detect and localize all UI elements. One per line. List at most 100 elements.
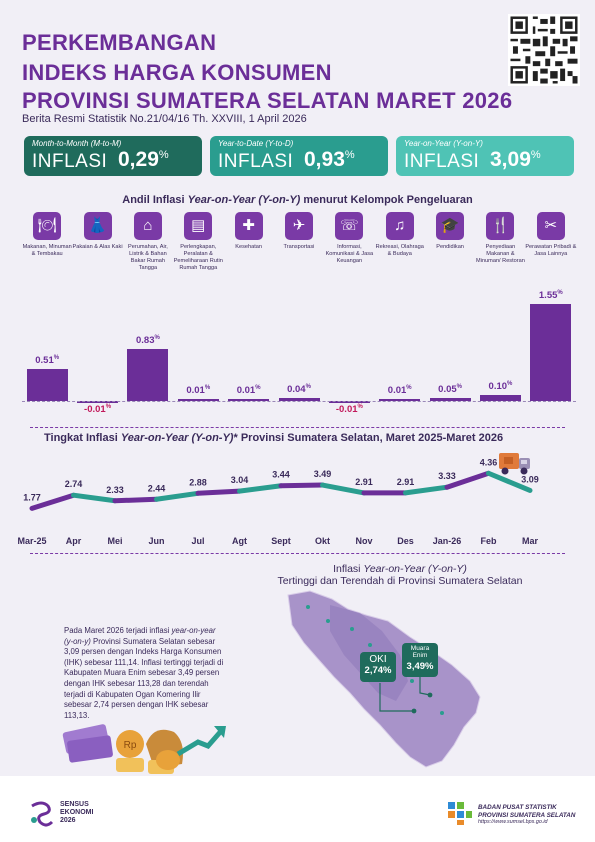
- line-x-tick-label: Jun: [148, 536, 164, 546]
- line-x-tick-label: Des: [397, 536, 414, 546]
- line-segment: [237, 483, 284, 494]
- bar-category-label: Perumahan, Air, Listrik & Bahan Bakar Ru…: [128, 244, 168, 271]
- qr-code-icon[interactable]: [508, 14, 580, 86]
- bar-mark: [127, 349, 169, 401]
- bar-category-label: Makanan, Minuman & Tembakau: [22, 244, 72, 257]
- line-chart-title: Tingkat Inflasi Year-on-Year (Y-on-Y)* P…: [44, 432, 504, 444]
- bar-category-label: Pendidikan: [436, 244, 464, 250]
- line-value-label: 2.74: [65, 479, 83, 489]
- card-yoy-label: INFLASI: [404, 151, 480, 172]
- bar-mark: [278, 398, 320, 401]
- title-line-1: PERKEMBANGAN: [22, 30, 217, 55]
- card-yoy-type: Year-on-Year (Y-on-Y): [404, 139, 483, 148]
- line-value-label: 3.04: [231, 475, 249, 485]
- bar-value-label: 0.01%: [236, 385, 261, 397]
- callout-oki: OKI 2,74%: [360, 652, 396, 682]
- bar-value-label: -0.01%: [84, 404, 112, 416]
- summary-paragraph: Pada Maret 2026 terjadi inflasi year-on-…: [64, 626, 224, 720]
- personal-care-icon: ✂: [536, 212, 565, 240]
- line-value-label: 3.33: [438, 471, 456, 481]
- callout-oki-value: 2,74%: [364, 665, 392, 676]
- svg-text:Rp: Rp: [124, 740, 137, 751]
- bar-value-label: 1.55%: [538, 290, 563, 302]
- bar-axis-line: [22, 401, 576, 402]
- line-value-label: 2.91: [355, 477, 373, 487]
- line-x-tick-label: Mei: [107, 536, 122, 546]
- line-segment: [320, 482, 367, 496]
- transport-icon: ✈: [285, 212, 313, 240]
- line-x-tick-label: Jul: [191, 536, 204, 546]
- callout-oki-name: OKI: [369, 654, 387, 665]
- bar-mark: [530, 304, 572, 401]
- money-illustration-icon: Rp: [62, 724, 226, 774]
- bar-category-label: Kesehatan: [235, 244, 262, 250]
- phone-icon: ☏: [335, 212, 364, 240]
- bar-mark: [177, 399, 219, 401]
- card-mtm-type: Month-to-Month (M-to-M): [32, 139, 122, 148]
- line-value-label: 1.77: [23, 492, 41, 502]
- line-segment: [403, 484, 450, 496]
- card-yoy: Year-on-Year (Y-on-Y) INFLASI 3,09%: [396, 136, 574, 176]
- bar-category-label: Perawatan Pribadi & Jasa Lainnya: [525, 244, 577, 257]
- bar-category-label: Rekreasi, Olahraga & Budaya: [375, 244, 424, 257]
- health-icon: ✚: [234, 212, 263, 240]
- section-divider-2: [30, 553, 565, 554]
- line-value-label: 2.33: [106, 485, 124, 495]
- release-number: Berita Resmi Statistik No.21/04/16 Th. X…: [22, 113, 307, 125]
- line-value-label: 2.88: [189, 477, 207, 487]
- line-value-label: 2.91: [397, 477, 415, 487]
- line-x-tick-label: Mar-25: [17, 536, 46, 546]
- line-x-tick-label: Sept: [271, 536, 291, 546]
- line-x-tick-label: Okt: [315, 536, 330, 546]
- bar-mark: [479, 394, 521, 401]
- line-x-tick-label: Jan-26: [433, 536, 462, 546]
- bar-mark: [379, 399, 421, 401]
- card-mtm-value: 0,29%: [118, 148, 169, 171]
- line-segment: [29, 492, 76, 511]
- card-mtm-label: INFLASI: [32, 151, 108, 172]
- bar-value-label: 0.51%: [35, 355, 60, 367]
- food-icon: 🍽: [33, 212, 62, 240]
- bar-mark: [429, 397, 471, 401]
- bar-value-label: -0.01%: [335, 404, 363, 416]
- line-segment: [154, 490, 201, 502]
- line-x-tick-label: Nov: [355, 536, 372, 546]
- card-yoy-value: 3,09%: [490, 148, 541, 171]
- card-ytd-value: 0,93%: [304, 148, 355, 171]
- sumsel-map[interactable]: [270, 585, 570, 775]
- recreation-icon: ♫: [385, 212, 414, 240]
- card-ytd-type: Year-to-Date (Y-to-D): [218, 139, 294, 148]
- title-line-2: INDEKS HARGA KONSUMEN: [22, 60, 332, 85]
- map-title-line-2: Tertinggi dan Terendah di Provinsi Sumat…: [277, 575, 523, 587]
- bar-value-label: 0.10%: [488, 380, 513, 392]
- bar-mark: [77, 401, 119, 403]
- line-x-tick-label: Feb: [480, 536, 497, 546]
- sensus-text: SENSUS EKONOMI 2026: [60, 801, 94, 824]
- bar-category-label: Perlengkapan, Peralatan & Pemeliharaan R…: [173, 244, 223, 271]
- bar-mark: [26, 369, 68, 401]
- line-segment: [195, 488, 242, 496]
- bar-value-label: 0.01%: [186, 385, 211, 397]
- bar-value-label: 0.05%: [438, 383, 462, 396]
- bar-value-label: 0.01%: [387, 385, 412, 397]
- line-segment: [278, 482, 325, 489]
- line-value-label: 2.44: [148, 483, 166, 493]
- card-mtm: Month-to-Month (M-to-M) INFLASI 0,29%: [24, 136, 202, 176]
- restaurant-icon: 🍴: [486, 212, 515, 240]
- line-value-label: 3.49: [314, 469, 332, 479]
- line-x-tick-label: Mar: [522, 536, 539, 546]
- bps-logo-icon: [448, 802, 472, 825]
- bar-value-label: 0.04%: [287, 384, 311, 396]
- education-icon: 🎓: [436, 212, 465, 240]
- bar-value-label: 0.83%: [135, 335, 160, 347]
- bar-mark: [328, 401, 370, 403]
- map-title-line-1: Inflasi Year-on-Year (Y-on-Y): [333, 563, 467, 575]
- callout-muara-enim-name-1: Muara: [410, 645, 430, 652]
- appliance-icon: ▤: [184, 212, 213, 240]
- line-value-label: 3.44: [272, 470, 290, 480]
- callout-muara-enim-name-2: Enim: [412, 652, 428, 659]
- line-segment: [444, 470, 491, 490]
- line-x-tick-label: Apr: [66, 536, 82, 546]
- clothing-icon: 👗: [83, 212, 112, 240]
- line-x-tick-label: Agt: [232, 536, 247, 546]
